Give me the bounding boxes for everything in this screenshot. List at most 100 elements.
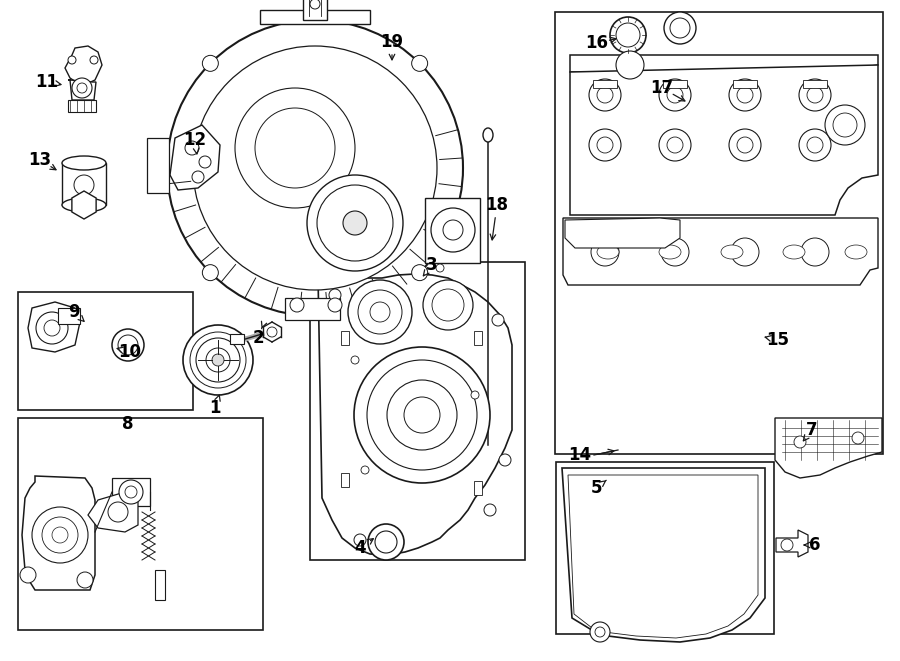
Text: 16: 16 (586, 34, 608, 52)
Circle shape (411, 264, 428, 281)
Circle shape (492, 314, 504, 326)
Text: 11: 11 (35, 73, 58, 91)
Circle shape (591, 238, 619, 266)
Text: 4: 4 (355, 539, 365, 557)
Bar (147, 138, 169, 193)
Circle shape (595, 627, 605, 637)
Circle shape (794, 436, 806, 448)
Circle shape (358, 290, 402, 334)
Circle shape (290, 298, 304, 312)
Text: 8: 8 (122, 415, 134, 433)
Text: 2: 2 (252, 329, 264, 347)
Circle shape (375, 531, 397, 553)
Circle shape (202, 264, 219, 281)
Bar (733, 80, 757, 88)
Polygon shape (65, 46, 102, 86)
Circle shape (404, 397, 440, 433)
Ellipse shape (62, 198, 106, 212)
Circle shape (484, 504, 496, 516)
Circle shape (206, 348, 230, 372)
Circle shape (367, 360, 477, 470)
Circle shape (20, 567, 36, 583)
Circle shape (825, 105, 865, 145)
Circle shape (354, 347, 490, 483)
Circle shape (329, 289, 341, 301)
Polygon shape (565, 218, 680, 248)
Text: 1: 1 (209, 399, 220, 417)
Circle shape (183, 325, 253, 395)
Text: 3: 3 (427, 256, 437, 274)
Bar (68, 100, 96, 112)
Circle shape (199, 156, 211, 168)
Text: 18: 18 (485, 196, 508, 214)
Bar (112, 478, 150, 506)
Polygon shape (88, 492, 138, 532)
Circle shape (737, 87, 753, 103)
Circle shape (589, 79, 621, 111)
Circle shape (125, 486, 137, 498)
Circle shape (801, 238, 829, 266)
Circle shape (255, 108, 335, 188)
Bar (474, 331, 482, 345)
Circle shape (610, 17, 646, 53)
Circle shape (118, 335, 138, 355)
Text: 5: 5 (590, 479, 602, 497)
Circle shape (432, 289, 464, 321)
Circle shape (852, 432, 864, 444)
Circle shape (597, 87, 613, 103)
Circle shape (328, 298, 342, 312)
Bar (58, 308, 80, 324)
Polygon shape (318, 265, 512, 555)
Circle shape (74, 175, 94, 195)
Circle shape (616, 51, 644, 79)
Circle shape (354, 534, 366, 546)
Circle shape (368, 524, 404, 560)
Circle shape (799, 79, 831, 111)
Circle shape (659, 129, 691, 161)
Bar (62, 163, 106, 205)
Circle shape (370, 302, 390, 322)
Circle shape (36, 312, 68, 344)
Polygon shape (562, 468, 765, 642)
Polygon shape (776, 530, 808, 557)
Circle shape (190, 332, 246, 388)
Polygon shape (22, 476, 95, 590)
Text: 15: 15 (767, 331, 789, 349)
Circle shape (616, 23, 640, 47)
Circle shape (589, 129, 621, 161)
Circle shape (661, 238, 689, 266)
Circle shape (667, 137, 683, 153)
Circle shape (729, 129, 761, 161)
Circle shape (499, 454, 511, 466)
Ellipse shape (483, 128, 493, 142)
Circle shape (72, 78, 92, 98)
Text: 13: 13 (29, 151, 51, 169)
Bar (556, 462, 774, 634)
Circle shape (799, 129, 831, 161)
Circle shape (431, 208, 475, 252)
Bar (425, 198, 480, 263)
Circle shape (310, 0, 320, 9)
Ellipse shape (62, 156, 106, 170)
Circle shape (44, 320, 60, 336)
Polygon shape (170, 125, 220, 190)
Text: 6: 6 (809, 536, 821, 554)
Polygon shape (28, 302, 80, 352)
Circle shape (119, 480, 143, 504)
Bar (260, 10, 370, 24)
Circle shape (77, 83, 87, 93)
Circle shape (731, 238, 759, 266)
Circle shape (108, 502, 128, 522)
Circle shape (192, 171, 204, 183)
Polygon shape (68, 80, 96, 100)
Bar (555, 12, 883, 454)
Circle shape (112, 329, 144, 361)
Text: 14: 14 (569, 446, 591, 464)
Text: 10: 10 (119, 343, 141, 361)
Polygon shape (568, 475, 758, 638)
Circle shape (68, 56, 76, 64)
Circle shape (443, 220, 463, 240)
Ellipse shape (721, 245, 743, 259)
Bar (310, 262, 525, 560)
Bar (663, 80, 687, 88)
